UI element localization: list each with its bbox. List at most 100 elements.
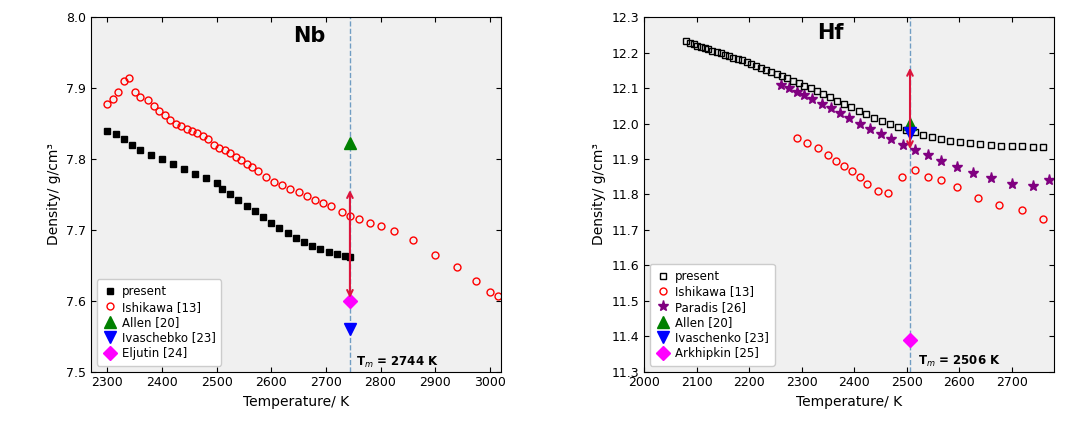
Ishikawa [13] <box>292 190 305 195</box>
Ishikawa [13] <box>164 118 177 123</box>
present <box>322 249 335 254</box>
Ishikawa [13] <box>896 174 908 179</box>
present <box>306 244 319 249</box>
Ishikawa [13] <box>317 200 330 206</box>
Ishikawa [13] <box>407 238 419 243</box>
Paradis [26] <box>908 147 921 152</box>
Paradis [26] <box>897 142 910 147</box>
present <box>343 255 356 260</box>
Ishikawa [13] <box>101 101 113 106</box>
Ishikawa [13] <box>882 190 895 195</box>
Ishikawa [13] <box>491 293 504 299</box>
Paradis [26] <box>824 106 837 111</box>
Paradis [26] <box>834 110 846 115</box>
present <box>702 47 715 52</box>
Ishikawa [13] <box>268 179 280 184</box>
Ishikawa [13] <box>345 213 357 218</box>
present <box>338 254 351 259</box>
present <box>101 128 113 133</box>
Line: present: present <box>684 38 1046 150</box>
Ishikawa [13] <box>352 216 365 222</box>
Ishikawa [13] <box>284 186 296 191</box>
Ishikawa [13] <box>308 197 321 203</box>
present <box>248 209 261 214</box>
Ishikawa [13] <box>800 140 813 146</box>
Ishikawa [13] <box>822 153 835 158</box>
present <box>155 156 168 162</box>
Ishikawa [13] <box>142 98 155 103</box>
Ishikawa [13] <box>387 229 400 234</box>
Paradis [26] <box>775 82 788 87</box>
present <box>144 153 157 158</box>
present <box>224 192 236 197</box>
Ishikawa [13] <box>908 167 921 172</box>
Ishikawa [13] <box>429 252 442 257</box>
present <box>125 142 138 147</box>
present <box>265 220 278 226</box>
present <box>199 175 212 181</box>
Ishikawa [13] <box>234 158 247 163</box>
Ishikawa [13] <box>470 278 483 283</box>
present <box>188 171 201 176</box>
Line: Ishikawa [13]: Ishikawa [13] <box>793 134 1046 222</box>
Ishikawa [13] <box>1016 208 1029 213</box>
Ishikawa [13] <box>118 79 131 84</box>
present <box>216 186 229 191</box>
Ishikawa [13] <box>174 123 187 128</box>
Ishikawa [13] <box>218 148 231 153</box>
Ishikawa [13] <box>845 169 858 174</box>
Paradis [26] <box>885 137 898 142</box>
present <box>679 39 692 44</box>
Ishikawa [13] <box>112 89 125 94</box>
present <box>134 148 147 153</box>
Text: T$_m$ = 2506 K: T$_m$ = 2506 K <box>918 353 1000 368</box>
Ishikawa [13] <box>276 183 289 188</box>
Ishikawa [13] <box>861 181 874 186</box>
present <box>731 57 744 62</box>
Paradis [26] <box>790 89 802 94</box>
Ishikawa [13] <box>106 96 119 102</box>
Paradis [26] <box>1042 178 1055 183</box>
Ishikawa [13] <box>224 151 236 156</box>
Paradis [26] <box>1026 183 1039 188</box>
Paradis [26] <box>806 97 819 102</box>
X-axis label: Temperature/ K: Temperature/ K <box>796 395 902 409</box>
Text: T$_m$ = 2744 K: T$_m$ = 2744 K <box>356 355 440 370</box>
present <box>257 214 270 219</box>
Ishikawa [13] <box>134 94 147 99</box>
Ishikawa [13] <box>213 145 226 150</box>
Ishikawa [13] <box>374 224 387 229</box>
Ishikawa [13] <box>811 146 824 151</box>
Text: Hf: Hf <box>817 22 844 42</box>
Ishikawa [13] <box>128 89 141 94</box>
Line: Ishikawa [13]: Ishikawa [13] <box>104 74 502 299</box>
present <box>1037 144 1050 149</box>
Ishikawa [13] <box>246 165 259 170</box>
present <box>109 132 122 137</box>
Ishikawa [13] <box>229 154 242 159</box>
Ishikawa [13] <box>251 168 264 174</box>
Paradis [26] <box>950 164 963 169</box>
Ishikawa [13] <box>790 135 802 140</box>
present <box>118 137 131 142</box>
present <box>273 225 286 230</box>
Paradis [26] <box>921 153 934 158</box>
Paradis [26] <box>843 116 856 121</box>
Ishikawa [13] <box>241 161 254 166</box>
Paradis [26] <box>853 121 866 126</box>
Paradis [26] <box>984 176 997 181</box>
Ishikawa [13] <box>301 193 314 198</box>
present <box>232 197 245 203</box>
Line: present: present <box>105 128 353 260</box>
present <box>241 203 254 208</box>
Ishikawa [13] <box>829 158 842 163</box>
Ishikawa [13] <box>972 195 984 200</box>
Ishikawa [13] <box>363 220 376 226</box>
Paradis [26] <box>1006 181 1019 186</box>
present <box>281 230 294 235</box>
Ishikawa [13] <box>208 142 220 147</box>
Ishikawa [13] <box>192 131 204 136</box>
Ishikawa [13] <box>934 178 947 183</box>
Line: Paradis [26]: Paradis [26] <box>775 79 1054 191</box>
present <box>167 161 180 166</box>
